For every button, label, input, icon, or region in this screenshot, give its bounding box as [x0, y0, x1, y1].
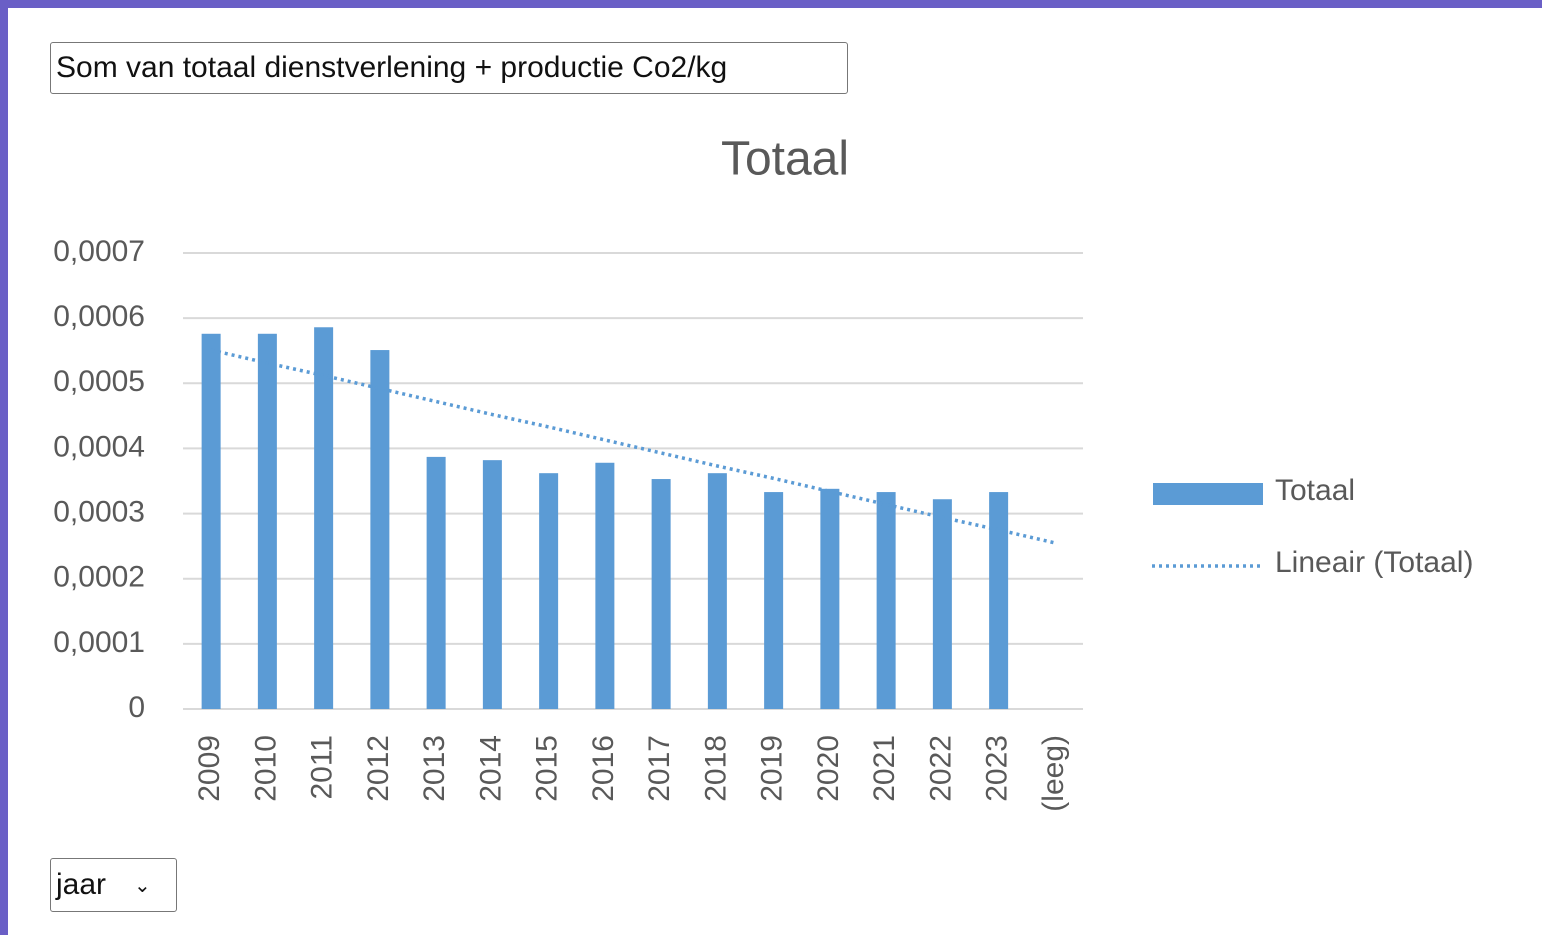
chart-title: Totaal: [721, 133, 849, 186]
y-tick-label: 0,0005: [53, 365, 145, 398]
x-tick-label: 2014: [474, 735, 507, 802]
bar: [651, 479, 671, 709]
bar: [482, 460, 502, 709]
x-tick-label: 2019: [756, 735, 789, 802]
bar: [764, 492, 784, 709]
value-field-button[interactable]: Som van totaal dienstverlening + product…: [50, 42, 848, 94]
y-tick-label: 0,0006: [53, 300, 145, 333]
bar: [201, 333, 221, 709]
x-tick-label: 2022: [924, 735, 957, 802]
x-tick-label: 2017: [643, 735, 676, 802]
dropdown-arrow: ⌄: [134, 874, 151, 897]
x-tick-label: 2010: [249, 735, 282, 802]
legend-label: Totaal: [1275, 474, 1355, 507]
x-tick-label: (leeg): [1037, 735, 1070, 812]
legend-label: Lineair (Totaal): [1275, 546, 1473, 579]
x-tick-label: 2016: [587, 735, 620, 802]
bar: [539, 473, 559, 709]
bar: [595, 462, 615, 709]
y-tick-label: 0,0007: [53, 235, 145, 268]
y-tick-label: 0,0001: [53, 626, 145, 659]
legend-swatch: [1153, 483, 1263, 505]
x-tick-label: 2013: [418, 735, 451, 802]
x-tick-label: 2015: [531, 735, 564, 802]
y-tick-label: 0,0002: [53, 561, 145, 594]
bar: [426, 456, 446, 709]
x-tick-label: 2009: [193, 735, 226, 802]
bar: [932, 499, 952, 709]
dropdown-label: jaar: [56, 868, 107, 901]
axis-field-dropdown[interactable]: jaar ⌄: [50, 858, 177, 912]
y-tick-label: 0,0003: [53, 495, 145, 528]
x-tick-label: 2018: [699, 735, 732, 802]
bar: [257, 333, 277, 709]
bar: [370, 350, 390, 709]
bar: [876, 492, 896, 709]
x-tick-label: 2012: [362, 735, 395, 802]
x-tick-label: 2011: [306, 735, 339, 800]
y-tick-label: 0: [128, 691, 145, 724]
bar: [989, 492, 1009, 709]
bar: [707, 473, 727, 709]
x-tick-label: 2023: [981, 735, 1014, 802]
trendline: [210, 348, 1056, 545]
x-tick-label: 2021: [868, 735, 901, 802]
bar: [820, 488, 840, 709]
y-tick-label: 0,0004: [53, 430, 145, 463]
bar: [314, 327, 334, 709]
x-tick-label: 2020: [812, 735, 845, 802]
